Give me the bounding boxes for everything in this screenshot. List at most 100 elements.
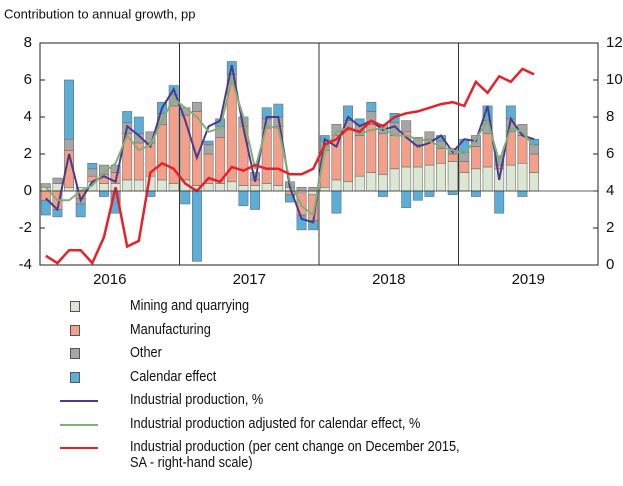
y-tick-label: -4: [19, 256, 32, 273]
bar: [191, 101, 202, 112]
bar: [98, 183, 109, 192]
bar: [412, 137, 423, 146]
legend-item: Industrial production (per cent change o…: [60, 439, 620, 471]
y-tick-label: -2: [19, 219, 32, 236]
bar: [226, 181, 237, 192]
bar: [215, 183, 226, 192]
bar: [470, 146, 481, 170]
bar: [377, 190, 388, 197]
bar: [470, 168, 481, 192]
bar: [191, 190, 202, 262]
bar: [64, 138, 75, 151]
legend: Mining and quarrying Manufacturing Other Ca…: [60, 298, 620, 471]
bar: [436, 162, 447, 192]
bar: [110, 164, 121, 173]
y2-tick-label: 6: [606, 145, 614, 162]
bar: [122, 179, 133, 192]
legend-label: Mining and quarrying: [130, 297, 250, 314]
bar: [447, 190, 458, 195]
legend-label: Other: [130, 344, 162, 361]
bar: [133, 116, 144, 134]
legend-item: Industrial production, %: [60, 392, 620, 416]
legend-label: Calendar effect: [130, 367, 217, 385]
bar: [331, 190, 342, 214]
line: [45, 67, 535, 266]
bar: [40, 183, 51, 188]
y-tick-label: 2: [24, 145, 32, 162]
bar: [447, 153, 458, 162]
bar: [273, 185, 284, 192]
x-tick-label: 2019: [512, 271, 545, 288]
bar: [436, 148, 447, 164]
legend-item: Calendar effect: [60, 367, 620, 393]
bar: [529, 172, 540, 192]
y-tick-label: 8: [24, 34, 32, 51]
bar: [412, 144, 423, 168]
legend-swatch: [60, 447, 98, 449]
legend-swatch: [60, 423, 98, 426]
legend-item: Other: [60, 345, 620, 369]
bar: [389, 168, 400, 192]
bar: [52, 177, 63, 184]
bar: [319, 187, 330, 192]
bar: [203, 144, 214, 155]
y2-tick-label: 4: [606, 182, 614, 199]
bar: [331, 179, 342, 192]
bar: [354, 135, 365, 177]
bar: [157, 179, 168, 192]
bar: [180, 190, 191, 205]
y2-tick-label: 10: [606, 71, 623, 88]
chart: Contribution to annual growth, pp -4 -2 0 2…: [4, 6, 623, 288]
bar: [273, 103, 284, 118]
bar: [40, 199, 51, 216]
bar: [168, 183, 179, 192]
bar: [87, 168, 98, 177]
bar: [412, 190, 423, 201]
bar: [517, 135, 528, 164]
bar: [250, 185, 261, 192]
chart-title: Contribution to annual growth, pp: [4, 6, 196, 21]
legend-swatch: [70, 371, 80, 383]
bar: [447, 161, 458, 192]
legend-swatch: [70, 301, 80, 312]
legend-item: Mining and quarrying: [60, 298, 620, 322]
bar: [517, 162, 528, 192]
legend-swatch: [60, 400, 98, 402]
bar: [238, 190, 249, 207]
bar: [261, 183, 272, 192]
legend-label: Industrial production adjusted for calen…: [130, 414, 421, 432]
bar: [250, 190, 261, 210]
bar: [296, 214, 307, 231]
bar: [529, 153, 540, 173]
bar: [64, 187, 75, 192]
bar: [505, 105, 516, 120]
bar: [203, 183, 214, 192]
y2-tick-label: 8: [606, 108, 614, 125]
legend-item: Manufacturing: [60, 321, 620, 346]
bar: [157, 124, 168, 181]
bar: [296, 187, 307, 192]
line: [45, 76, 535, 217]
bar: [401, 190, 412, 208]
legend-label: Industrial production, %: [130, 391, 264, 408]
legend-swatch: [70, 324, 80, 336]
bar: [424, 190, 435, 197]
x-tick-label: 2017: [233, 271, 266, 288]
bar: [87, 162, 98, 170]
bar: [98, 190, 109, 197]
bar: [354, 175, 365, 192]
bar: [459, 161, 470, 173]
bar: [133, 179, 144, 192]
bar: [401, 166, 412, 192]
bar: [412, 166, 423, 192]
bar: [343, 181, 354, 192]
bar: [517, 190, 528, 197]
bar: [401, 120, 412, 133]
plot-frame: [39, 42, 599, 266]
bar: [377, 133, 388, 175]
y2-tick-label: 12: [606, 34, 623, 51]
bar: [308, 187, 319, 192]
bar: [75, 203, 86, 218]
bar: [343, 129, 354, 183]
bar: [343, 105, 354, 122]
